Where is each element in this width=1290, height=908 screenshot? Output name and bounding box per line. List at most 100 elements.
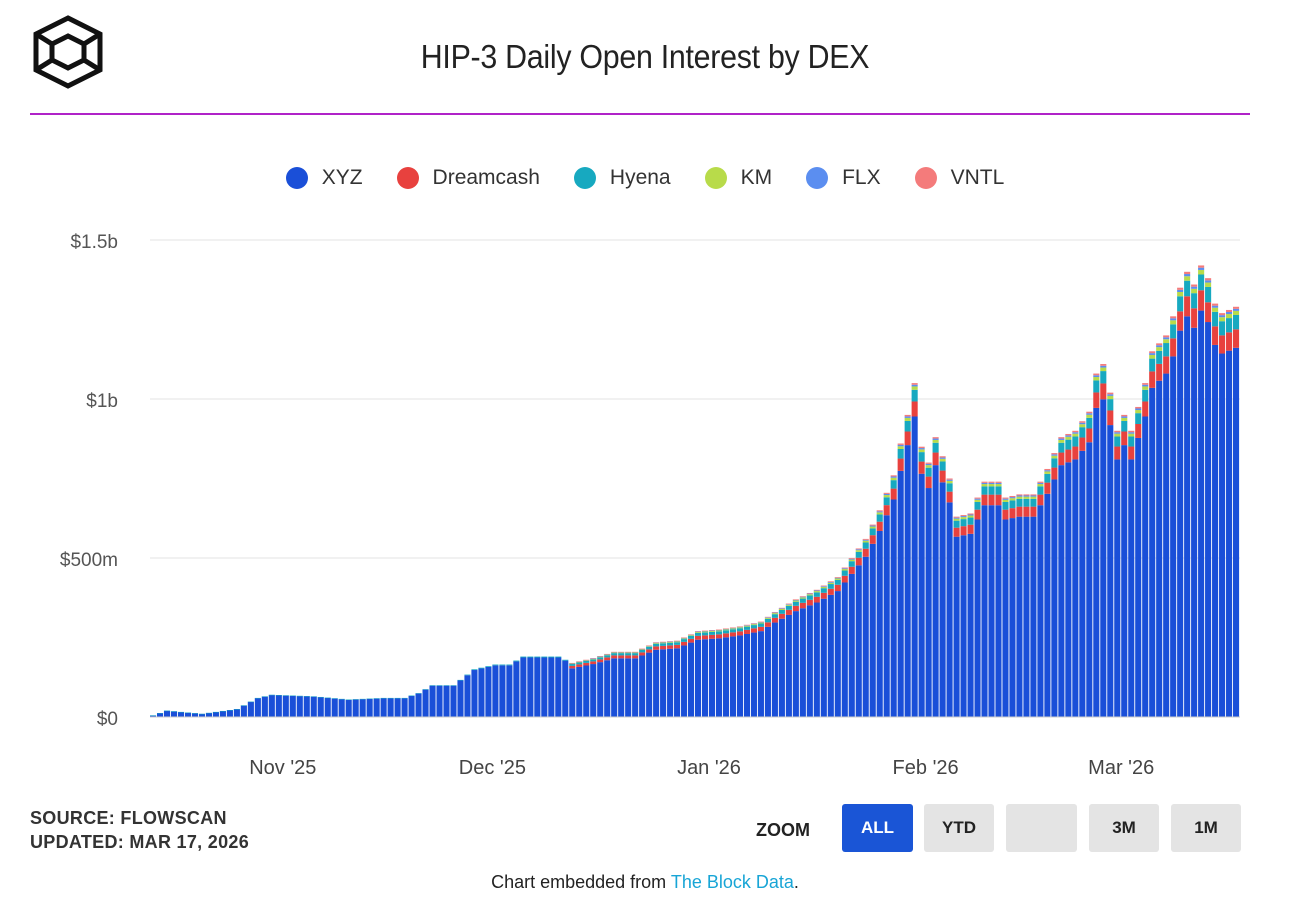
bar-flx (681, 637, 688, 639)
zoom-3m-button[interactable]: 3M (1089, 804, 1159, 852)
bar-flx (1226, 312, 1233, 315)
legend-item-km[interactable]: KM (704, 166, 772, 190)
bar-hyena (240, 705, 247, 706)
bar-flx (953, 517, 960, 519)
zoom-blank-button[interactable] (1006, 804, 1077, 852)
bar-xyz (743, 634, 750, 717)
bar-hyena (604, 655, 611, 658)
bar-hyena (366, 698, 373, 700)
zoom-all-button[interactable]: ALL (842, 804, 913, 852)
bar-km (736, 627, 744, 629)
bar-xyz (1177, 330, 1184, 717)
bar-hyena (590, 659, 597, 662)
bar-hyena (1030, 498, 1037, 507)
bar-xyz (785, 614, 792, 717)
legend-item-vntl[interactable]: VNTL (914, 166, 1004, 190)
bar-xyz (1016, 516, 1023, 717)
bar-km (1009, 498, 1016, 501)
bar-dreamcash (708, 634, 716, 639)
bar-vntl (827, 581, 834, 582)
legend-item-dreamcash[interactable]: Dreamcash (396, 166, 540, 190)
bar-hyena (904, 420, 911, 432)
bar-vntl (1184, 271, 1191, 275)
bar-km (890, 477, 897, 481)
bar-dreamcash (646, 649, 653, 653)
bar-hyena (310, 696, 317, 697)
bar-km (1156, 347, 1163, 351)
bar-xyz (876, 530, 883, 717)
bar-hyena (988, 486, 995, 495)
bar-xyz (981, 505, 988, 717)
bar-km (1135, 410, 1142, 414)
bar-vntl (1128, 430, 1135, 433)
bar-hyena (261, 696, 268, 697)
bar-vntl (960, 515, 967, 517)
bar-vntl (743, 624, 750, 626)
bar-xyz (1086, 442, 1093, 717)
bar-xyz (1149, 387, 1156, 717)
bar-xyz (226, 710, 233, 717)
bar-vntl (1037, 481, 1044, 483)
bar-km (618, 652, 625, 654)
bar-vntl (785, 603, 792, 605)
bar-vntl (611, 651, 618, 653)
zoom-ytd-button[interactable]: YTD (924, 804, 994, 852)
bar-hyena (827, 584, 834, 589)
bar-hyena (869, 528, 876, 536)
bar-vntl (946, 478, 953, 480)
legend-item-hyena[interactable]: Hyena (573, 166, 671, 190)
bar-vntl (660, 641, 667, 643)
bar-xyz (820, 598, 827, 717)
bar-flx (967, 514, 974, 516)
legend-item-flx[interactable]: FLX (806, 166, 881, 190)
bar-vntl (646, 645, 653, 646)
bar-vntl (701, 630, 709, 632)
bar-dreamcash (701, 635, 709, 640)
bar-vntl (1191, 284, 1198, 287)
bar-dreamcash (806, 599, 813, 606)
bar-vntl (722, 628, 730, 629)
bar-flx (981, 482, 988, 485)
bar-hyena (1100, 371, 1107, 384)
bar-km (904, 417, 911, 421)
bar-xyz (611, 658, 618, 717)
bar-hyena (1065, 439, 1072, 450)
bar-xyz (534, 657, 541, 717)
zoom-1m-button[interactable]: 1M (1171, 804, 1241, 852)
bar-hyena (876, 514, 883, 522)
bar-km (1072, 433, 1079, 437)
bar-xyz (1226, 350, 1233, 717)
bar-hyena (233, 709, 240, 710)
bar-xyz (345, 699, 352, 717)
bar-dreamcash (1086, 428, 1093, 443)
bar-flx (653, 642, 660, 644)
bar-hyena (883, 497, 890, 506)
bar-dreamcash (946, 491, 953, 503)
bar-xyz (771, 622, 778, 717)
bar-km (1149, 354, 1156, 359)
bar-dreamcash (1009, 508, 1016, 519)
bar-hyena (848, 561, 855, 567)
bar-km (988, 484, 995, 487)
bar-hyena (1233, 314, 1240, 330)
bar-flx (660, 642, 667, 643)
bar-xyz (848, 573, 855, 717)
bars-group (150, 265, 1240, 717)
embed-link[interactable]: The Block Data (670, 872, 794, 892)
bar-xyz (946, 502, 953, 717)
bar-hyena (806, 595, 813, 600)
bar-dreamcash (820, 592, 827, 599)
bar-flx (1051, 454, 1058, 456)
bar-xyz (1051, 479, 1058, 717)
bar-km (834, 578, 841, 580)
bar-hyena (345, 699, 352, 701)
bar-hyena (660, 643, 667, 646)
bar-xyz (1198, 310, 1205, 717)
bar-dreamcash (667, 645, 674, 649)
bar-hyena (436, 685, 443, 686)
bar-hyena (1009, 500, 1016, 509)
bar-xyz (275, 695, 282, 717)
bar-dreamcash (1191, 308, 1198, 328)
legend-item-xyz[interactable]: XYZ (285, 166, 363, 190)
bar-xyz (1219, 353, 1226, 717)
